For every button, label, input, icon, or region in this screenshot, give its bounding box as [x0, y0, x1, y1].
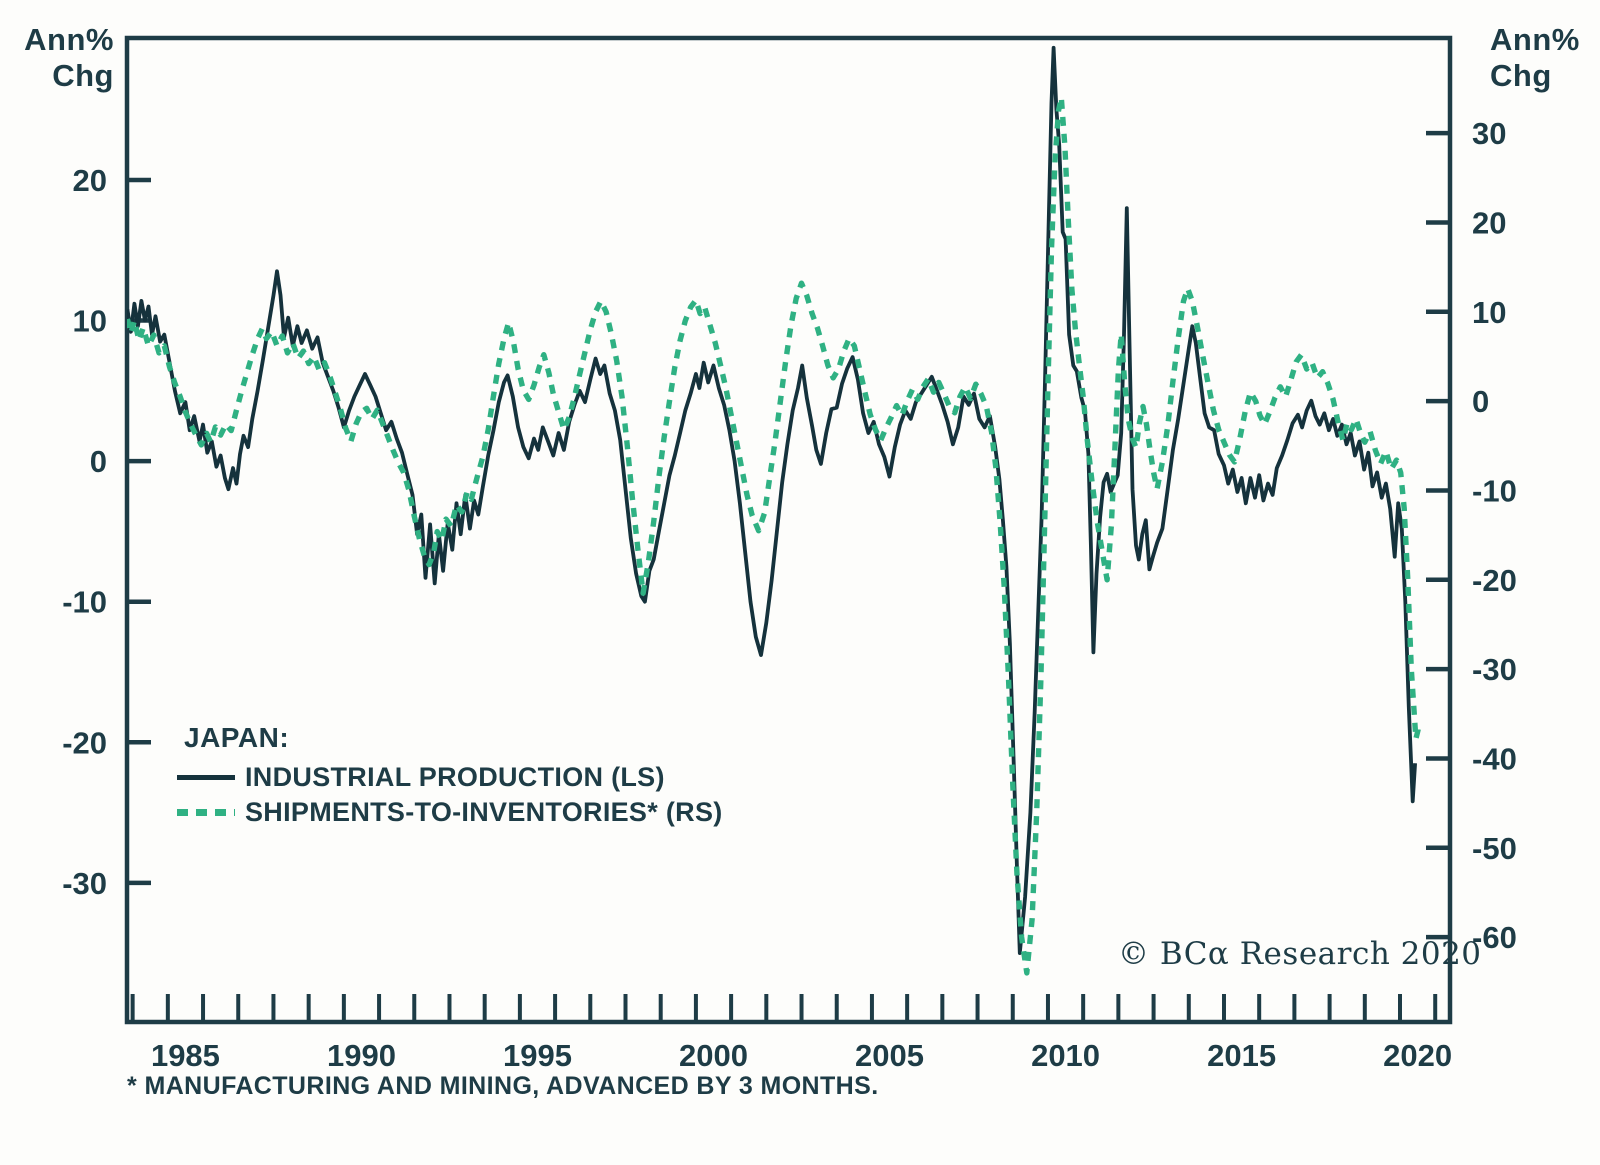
right-axis-tick-label: -60	[1472, 920, 1517, 955]
right-axis-tick-label: -30	[1472, 652, 1517, 687]
right-axis-tick-label: -50	[1472, 831, 1517, 866]
left-axis-tick-label: -20	[62, 725, 107, 760]
left-axis-title: Ann% Chg	[0, 22, 114, 94]
shipments-to-inventories-line	[127, 94, 1423, 976]
legend-label-industrial-production: INDUSTRIAL PRODUCTION (LS)	[245, 762, 665, 792]
right-axis-tick-label: 20	[1472, 205, 1506, 240]
left-axis-tick-label: -30	[62, 866, 107, 901]
legend-group-label: JAPAN:	[184, 722, 290, 753]
copyright: © BCα Research 2020	[1118, 936, 1482, 972]
right-axis-title-line2: Chg	[1490, 58, 1552, 93]
x-axis-tick-label: 2005	[855, 1038, 924, 1073]
legend: JAPAN: INDUSTRIAL PRODUCTION (LS) SHIPME…	[177, 722, 723, 830]
solid-line-swatch-icon	[177, 775, 235, 780]
right-axis-tick-label: 0	[1472, 384, 1489, 419]
right-axis-tick-label: -40	[1472, 741, 1517, 776]
left-axis-title-line2: Chg	[52, 58, 114, 93]
x-axis-tick-label: 1985	[151, 1038, 220, 1073]
right-axis-tick-label: -10	[1472, 473, 1517, 508]
left-axis-tick-label: 10	[73, 304, 107, 339]
left-axis-title-line1: Ann%	[24, 22, 114, 57]
legend-label-shipments-to-inventories: SHIPMENTS-TO-INVENTORIES* (RS)	[245, 797, 723, 827]
x-axis-tick-label: 2015	[1207, 1038, 1276, 1073]
right-axis-title: Ann% Chg	[1490, 22, 1600, 94]
right-axis-tick-label: -20	[1472, 563, 1517, 598]
x-axis-tick-label: 2010	[1031, 1038, 1100, 1073]
right-axis-tick-label: 30	[1472, 116, 1506, 151]
x-axis-tick-label: 2020	[1383, 1038, 1452, 1073]
left-axis-tick-label: 20	[73, 163, 107, 198]
dashed-line-swatch-icon	[177, 809, 235, 816]
x-axis-tick-label: 2000	[679, 1038, 748, 1073]
footnote: * MANUFACTURING AND MINING, ADVANCED BY …	[127, 1072, 879, 1100]
legend-item-industrial-production: INDUSTRIAL PRODUCTION (LS)	[177, 760, 723, 795]
x-axis-tick-label: 1995	[503, 1038, 572, 1073]
legend-item-shipments-to-inventories: SHIPMENTS-TO-INVENTORIES* (RS)	[177, 795, 723, 830]
right-axis-title-line1: Ann%	[1490, 22, 1580, 57]
x-axis-tick-label: 1990	[327, 1038, 396, 1073]
left-axis-tick-label: 0	[90, 444, 107, 479]
left-axis-tick-label: -10	[62, 585, 107, 620]
right-axis-tick-label: 10	[1472, 295, 1506, 330]
plot-frame	[124, 35, 1453, 1025]
